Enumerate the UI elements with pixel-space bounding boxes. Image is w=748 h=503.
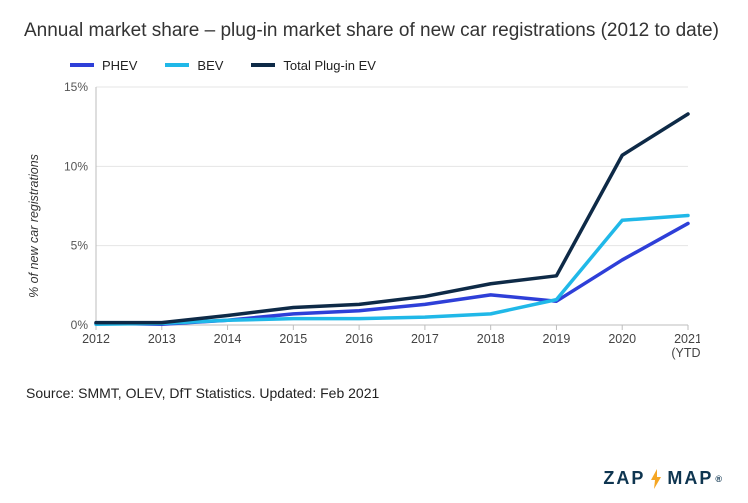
chart-title: Annual market share – plug-in market sha… bbox=[24, 18, 724, 44]
legend-swatch bbox=[251, 63, 275, 67]
svg-text:2016: 2016 bbox=[345, 332, 373, 346]
svg-text:5%: 5% bbox=[71, 238, 89, 252]
svg-text:2021: 2021 bbox=[674, 332, 700, 346]
svg-text:10%: 10% bbox=[64, 159, 88, 173]
svg-text:2019: 2019 bbox=[543, 332, 571, 346]
legend-item: PHEV bbox=[70, 58, 137, 73]
legend-label: BEV bbox=[197, 58, 223, 73]
source-text: Source: SMMT, OLEV, DfT Statistics. Upda… bbox=[26, 385, 724, 401]
chart-card: Annual market share – plug-in market sha… bbox=[0, 0, 748, 503]
svg-text:2014: 2014 bbox=[214, 332, 242, 346]
svg-text:(YTD): (YTD) bbox=[671, 346, 700, 360]
legend-swatch bbox=[70, 63, 94, 67]
bolt-icon bbox=[649, 469, 663, 489]
legend-item: BEV bbox=[165, 58, 223, 73]
svg-text:2018: 2018 bbox=[477, 332, 505, 346]
svg-text:2015: 2015 bbox=[279, 332, 307, 346]
series-total-plug-in-ev bbox=[96, 114, 688, 323]
logo-right: MAP bbox=[667, 468, 713, 489]
zapmap-logo: ZAP MAP® bbox=[603, 468, 724, 489]
svg-text:2013: 2013 bbox=[148, 332, 176, 346]
line-chart-svg: 0% 5% 10% 15% 2012 2013 2014 2015 2016 2017 2018 20… bbox=[40, 81, 700, 371]
plot-area: % of new car registrations 0%5%10%15%201… bbox=[40, 81, 724, 371]
logo-left: ZAP bbox=[603, 468, 645, 489]
svg-text:0%: 0% bbox=[71, 318, 89, 332]
legend-item: Total Plug-in EV bbox=[251, 58, 376, 73]
svg-text:2017: 2017 bbox=[411, 332, 439, 346]
legend-swatch bbox=[165, 63, 189, 67]
svg-text:2012: 2012 bbox=[82, 332, 110, 346]
registered-icon: ® bbox=[715, 474, 724, 484]
series-phev bbox=[96, 223, 688, 324]
y-axis-label: % of new car registrations bbox=[27, 154, 41, 298]
legend-label: Total Plug-in EV bbox=[283, 58, 376, 73]
legend: PHEV BEV Total Plug-in EV bbox=[70, 58, 724, 73]
svg-text:15%: 15% bbox=[64, 81, 88, 94]
legend-label: PHEV bbox=[102, 58, 137, 73]
svg-text:2020: 2020 bbox=[608, 332, 636, 346]
